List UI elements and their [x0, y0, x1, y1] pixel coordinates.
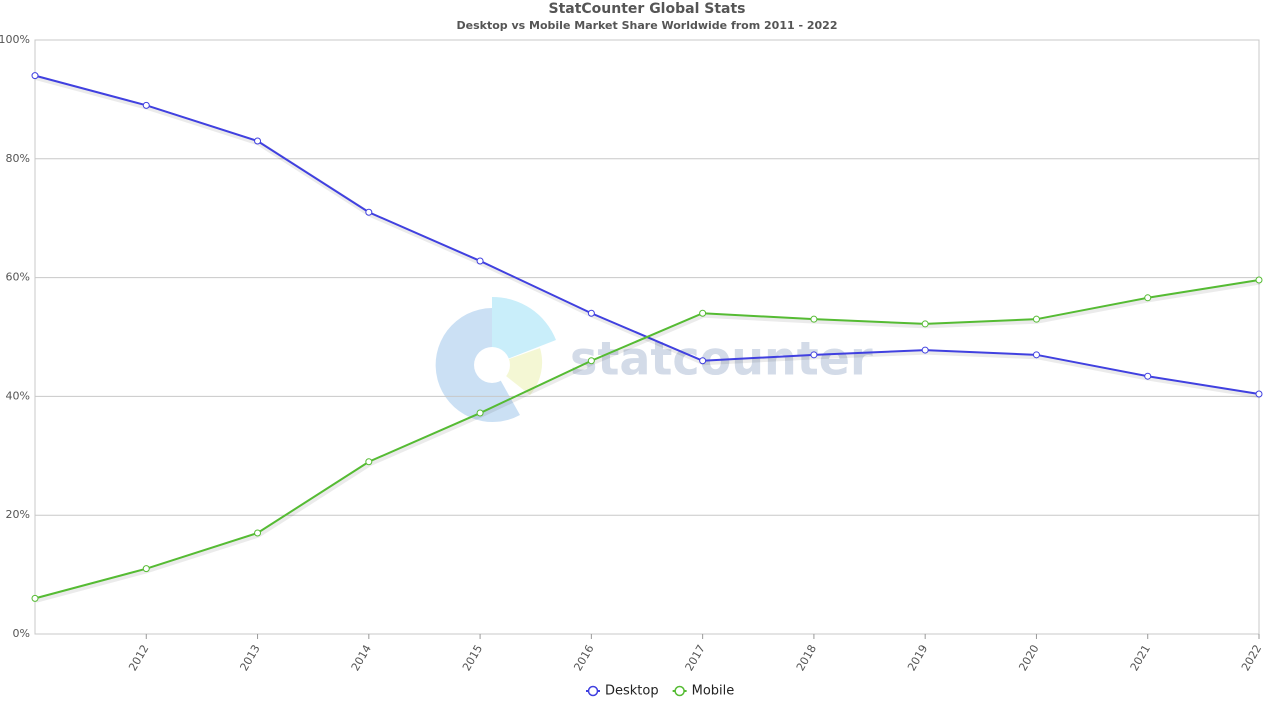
point	[31, 594, 39, 602]
point	[1144, 372, 1152, 380]
x-tick-label: 2012	[126, 643, 151, 674]
point	[1144, 294, 1152, 302]
legend-marker	[674, 685, 685, 697]
y-tick-label: 100%	[0, 33, 30, 46]
point	[921, 320, 929, 328]
x-tick-label: 2014	[349, 643, 374, 674]
point	[365, 458, 373, 466]
point	[31, 72, 39, 80]
point	[921, 346, 929, 354]
point	[476, 257, 484, 265]
y-tick-label: 0%	[13, 627, 30, 640]
x-tick-label: 2022	[1239, 643, 1264, 674]
point	[365, 208, 373, 216]
point	[1032, 351, 1040, 359]
plot-border	[34, 39, 1260, 635]
point	[699, 309, 707, 317]
point	[699, 357, 707, 365]
y-tick-label: 60%	[6, 271, 30, 284]
point	[587, 309, 595, 317]
chart-subtitle: Desktop vs Mobile Market Share Worldwide…	[457, 19, 838, 32]
y-tick-label: 80%	[6, 152, 30, 165]
point	[142, 565, 150, 573]
line-shadow	[35, 75, 1261, 399]
watermark-logo	[435, 296, 556, 422]
watermark: statcounter	[570, 332, 873, 386]
point	[254, 137, 262, 145]
point	[1032, 315, 1040, 323]
x-tick-label: 2019	[905, 643, 930, 674]
x-tick-label: 2021	[1128, 643, 1153, 674]
x-tick-label: 2020	[1016, 643, 1041, 674]
legend-label: Desktop	[605, 684, 659, 699]
point	[476, 409, 484, 417]
point	[810, 315, 818, 323]
x-tick-label: 2017	[683, 643, 708, 674]
x-tick-label: 2013	[237, 643, 262, 674]
point	[810, 351, 818, 359]
point	[587, 357, 595, 365]
point	[254, 529, 262, 537]
x-tick-label: 2016	[571, 643, 596, 674]
legend-label: Mobile	[692, 684, 735, 699]
line-shadow	[35, 279, 1261, 603]
point	[1255, 390, 1263, 398]
y-tick-label: 20%	[6, 508, 30, 521]
point	[1255, 276, 1263, 284]
chart-title: StatCounter Global Stats	[548, 1, 745, 17]
point	[142, 101, 150, 109]
x-tick-label: 2015	[460, 643, 485, 674]
y-tick-label: 40%	[6, 389, 30, 402]
x-tick-label: 2018	[794, 643, 819, 674]
legend-marker	[587, 685, 599, 697]
line	[34, 278, 1260, 600]
